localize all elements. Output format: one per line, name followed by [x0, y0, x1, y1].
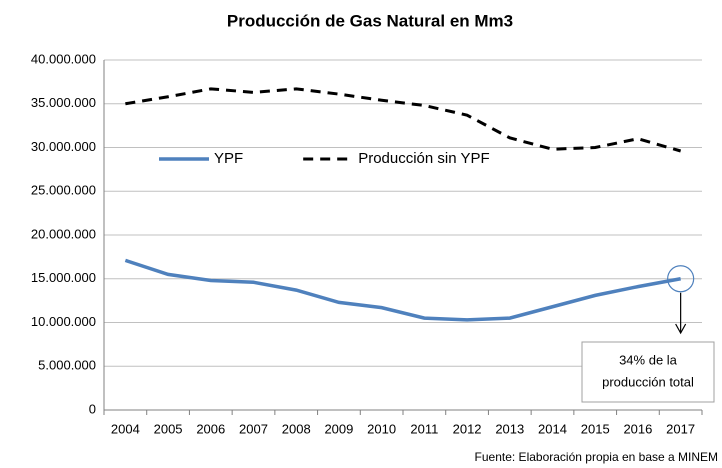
x-tick-label: 2005 [154, 421, 183, 436]
y-tick-label: 15.000.000 [31, 270, 96, 285]
y-tick-label: 20.000.000 [31, 226, 96, 241]
x-tick-label: 2013 [495, 421, 524, 436]
data-line [125, 87, 682, 153]
x-tick-label: 2010 [367, 421, 396, 436]
x-tick-label: 2015 [581, 421, 610, 436]
annotation-text: producción total [602, 374, 694, 389]
annotation-box [581, 341, 715, 403]
x-tick-label: 2016 [623, 421, 652, 436]
y-tick-label: 5.000.000 [38, 358, 96, 373]
x-tick-label: 2007 [239, 421, 268, 436]
data-line [124, 258, 681, 322]
x-tick-label: 2011 [410, 421, 438, 436]
x-tick-label: 2009 [324, 421, 353, 436]
y-tick-label: 30.000.000 [31, 139, 96, 154]
x-tick-label: 2004 [111, 421, 140, 436]
x-tick-label: 2012 [453, 421, 482, 436]
x-tick-label: 2017 [666, 421, 695, 436]
y-tick-label: 40.000.000 [31, 51, 96, 66]
y-tick-label: 0 [89, 401, 96, 416]
x-tick-label: 2014 [538, 421, 567, 436]
x-tick-label: 2008 [282, 421, 311, 436]
y-tick-label: 35.000.000 [31, 95, 96, 110]
annotation-text: 34% de la [619, 352, 678, 367]
highlight-circle [667, 265, 695, 293]
annotation-arrowhead [675, 323, 687, 335]
legend-label: Producción sin YPF [358, 150, 489, 167]
x-tick-label: 2006 [196, 421, 225, 436]
chart-title: Producción de Gas Natural en Mm3 [227, 11, 513, 30]
legend-label: YPF [214, 150, 243, 167]
source-note: Fuente: Elaboración propia en base a MIN… [475, 450, 718, 464]
y-tick-label: 10.000.000 [31, 314, 96, 329]
y-tick-label: 25.000.000 [31, 183, 96, 198]
